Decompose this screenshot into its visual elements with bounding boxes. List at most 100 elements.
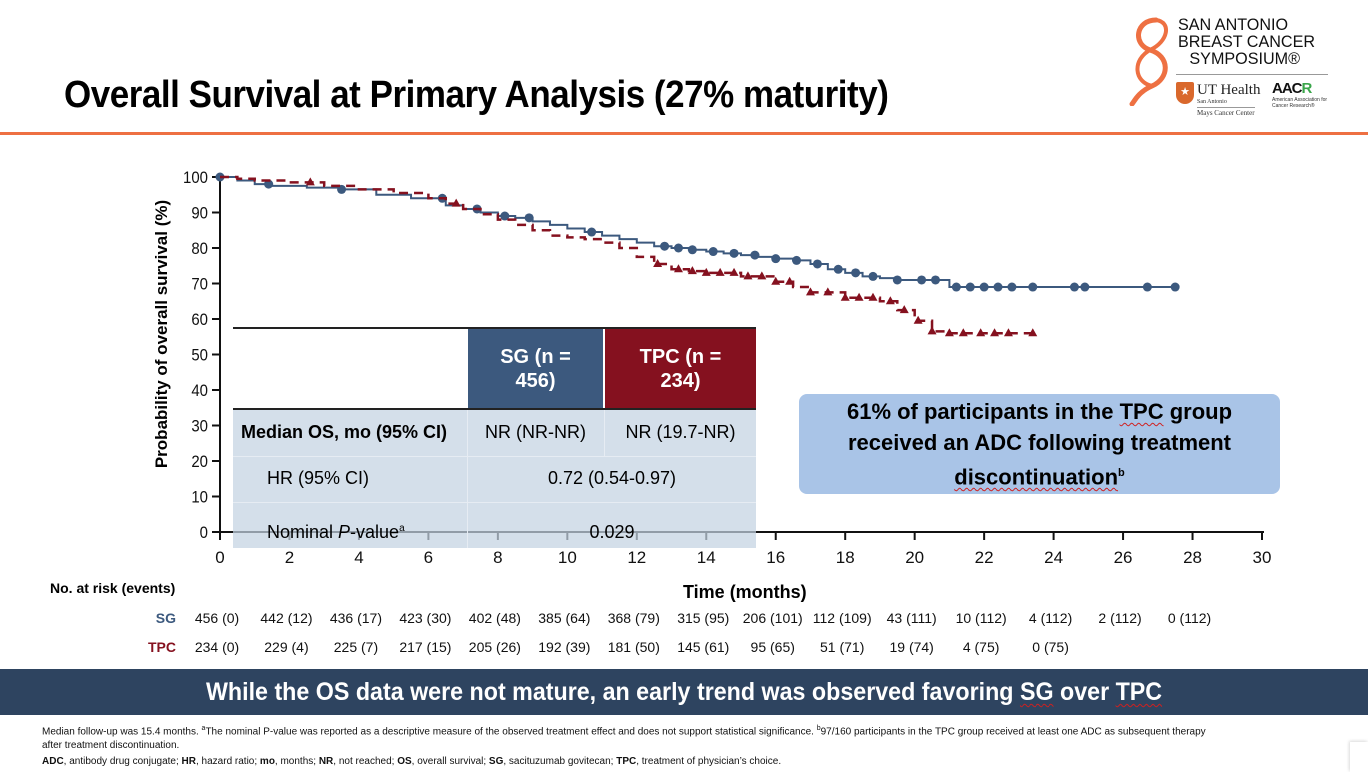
abbrev-definition: , sacituzumab govitecan; — [503, 756, 617, 767]
censor-mark-tpc — [701, 267, 711, 276]
abbrev-definition: , antibody drug conjugate; — [63, 756, 182, 767]
stats-table: SG (n = 456) TPC (n = 234) Median OS, mo… — [233, 327, 756, 548]
ribbon-icon — [1129, 17, 1168, 106]
censor-mark-sg — [792, 255, 802, 265]
abbrev-definition: , not reached; — [333, 756, 398, 767]
x-tick-label: 2 — [285, 548, 294, 567]
banner-mid: over — [1053, 678, 1116, 706]
row-label: HR (95% CI) — [267, 468, 370, 488]
censor-mark-tpc — [885, 296, 895, 305]
abbrev-definition: , hazard ratio; — [196, 756, 260, 767]
risk-cell: 368 (79) — [607, 610, 660, 626]
censor-mark-sg — [1142, 282, 1152, 292]
censor-mark-sg — [500, 211, 510, 221]
logo-text: SAN ANTONIO BREAST CANCER SYMPOSIUM® — [1178, 16, 1315, 67]
risk-cell: 205 (26) — [468, 639, 521, 655]
y-tick-label: 20 — [191, 453, 208, 471]
conclusion-banner: While the OS data were not mature, an ea… — [0, 669, 1368, 715]
header-tpc: TPC (n = 234) — [605, 329, 756, 408]
logo-line-2: BREAST CANCER — [1178, 32, 1316, 51]
censor-mark-tpc — [1003, 328, 1013, 337]
risk-cell: 43 (111) — [886, 610, 937, 626]
risk-cell: 229 (4) — [264, 639, 309, 655]
aacr-mark-letters: AAC — [1272, 80, 1302, 97]
sabcs-logo: SAN ANTONIO BREAST CANCER SYMPOSIUM® ★ U… — [1122, 12, 1342, 124]
hazard-ratio-value: 0.72 (0.54-0.97) — [547, 468, 677, 488]
x-tick-label: 26 — [1114, 548, 1133, 567]
censor-mark-tpc — [653, 258, 663, 267]
p-label-pre: Nominal — [267, 522, 339, 542]
p-label-sup: a — [399, 523, 405, 534]
risk-cell: 225 (7) — [333, 639, 379, 655]
abbrev-term: SG — [488, 756, 504, 767]
risk-label-tpc: TPC — [148, 639, 176, 655]
abbrev-term: HR — [181, 756, 196, 767]
x-tick-label: 24 — [1044, 548, 1063, 567]
censor-mark-sg — [892, 275, 902, 285]
risk-table-title: No. at risk (events) — [50, 580, 176, 596]
censor-mark-sg — [812, 259, 822, 269]
abbrev-term: ADC — [42, 756, 64, 767]
abbrev-term: TPC — [616, 756, 637, 767]
footnote-sup-b: b — [816, 725, 821, 732]
x-tick-label: 0 — [215, 548, 224, 567]
stats-table-header: SG (n = 456) TPC (n = 234) — [233, 327, 756, 410]
censor-mark-tpc — [976, 328, 986, 337]
abbrev-term: OS — [397, 756, 412, 767]
censor-mark-tpc — [927, 326, 937, 335]
x-tick-label: 12 — [627, 548, 646, 567]
censor-mark-sg — [931, 275, 941, 285]
logo-line-1: SAN ANTONIO — [1178, 15, 1289, 34]
censor-mark-sg — [965, 282, 975, 292]
x-tick-label: 6 — [424, 548, 433, 567]
y-tick-label: 80 — [191, 240, 208, 258]
aacr-logo: AACR American Association for Cancer Res… — [1272, 80, 1332, 120]
censor-mark-sg — [264, 179, 274, 189]
callout-text-pre: 61% of participants in the — [846, 398, 1120, 424]
table-row-hr: HR (95% CI) 0.72 (0.54-0.97) — [233, 456, 756, 502]
x-tick-label: 18 — [836, 548, 855, 567]
callout-text-end: discontinuation — [954, 464, 1119, 490]
risk-cell: 10 (112) — [955, 610, 1007, 626]
risk-cell: 436 (17) — [329, 610, 382, 626]
footnote-mid: The nominal P-value was reported as a de… — [205, 726, 817, 738]
risk-cell: 4 (112) — [1028, 610, 1073, 626]
censor-mark-tpc — [687, 266, 697, 275]
median-os-sg: NR (NR-NR) — [485, 422, 586, 442]
risk-cell: 456 (0) — [194, 610, 240, 626]
footnote-line-1: Median follow-up was 15.4 months. aThe n… — [42, 725, 1206, 737]
logo-line-3: SYMPOSIUM® — [1189, 49, 1301, 68]
censor-mark-sg — [771, 254, 781, 264]
risk-cell: 206 (101) — [742, 610, 803, 626]
corner-panel — [1350, 742, 1368, 772]
x-tick-label: 14 — [697, 548, 716, 567]
censor-mark-tpc — [673, 264, 683, 273]
censor-mark-sg — [524, 213, 534, 223]
aacr-mark: AACR — [1272, 80, 1332, 97]
banner-sg: SG — [1019, 678, 1054, 706]
logo-separator — [1176, 74, 1328, 75]
risk-cell: 51 (71) — [820, 639, 865, 655]
header-tpc-label: TPC (n = 234) — [639, 345, 722, 392]
censor-mark-tpc — [823, 287, 833, 296]
y-tick-label: 60 — [191, 311, 208, 329]
censor-mark-tpc — [868, 292, 878, 301]
y-tick-label: 40 — [191, 382, 208, 400]
censor-mark-tpc — [854, 292, 864, 301]
aacr-mark-r: R — [1301, 80, 1313, 97]
table-divider — [233, 502, 756, 503]
table-divider — [604, 410, 605, 456]
x-axis-label: Time (months) — [683, 582, 807, 602]
callout-text-mid: group received an ADC following treatmen… — [847, 398, 1233, 455]
x-tick-label: 22 — [975, 548, 994, 567]
callout-sup: b — [1118, 466, 1125, 479]
median-os-tpc: NR (19.7-NR) — [625, 422, 736, 442]
censor-mark-sg — [750, 250, 760, 260]
censor-mark-sg — [1007, 282, 1017, 292]
slide-title: Overall Survival at Primary Analysis (27… — [64, 74, 889, 116]
banner-text-pre: While the OS data were not mature, an ea… — [205, 678, 1020, 706]
y-tick-label: 70 — [191, 276, 208, 294]
censor-mark-tpc — [729, 267, 739, 276]
p-value: 0.029 — [589, 522, 635, 542]
